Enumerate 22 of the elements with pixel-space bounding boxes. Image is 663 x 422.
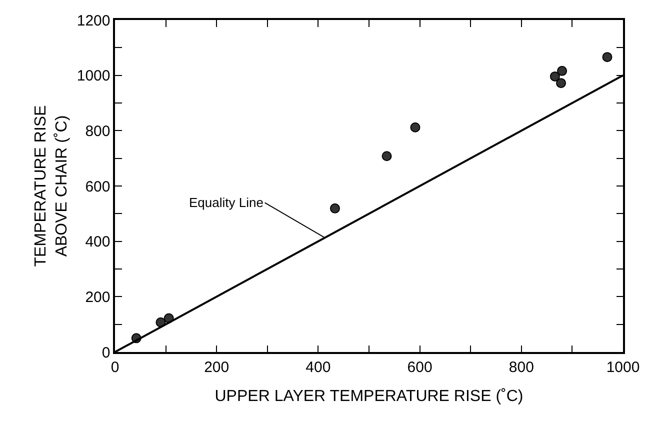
- y-tick-label: 1200: [76, 12, 110, 30]
- point: [410, 122, 420, 132]
- y-tick-label: 400: [85, 234, 110, 251]
- point: [602, 52, 612, 62]
- annotation: Equality Line: [189, 195, 264, 210]
- y-tick-label: 1000: [76, 68, 110, 85]
- x-tick-label: 400: [306, 358, 331, 376]
- y-tick-label: 200: [85, 288, 110, 306]
- x-tick-label: 200: [204, 358, 230, 376]
- x-tick-label: 800: [508, 358, 534, 376]
- point: [330, 203, 340, 214]
- x-tick-label: 1000: [606, 358, 640, 376]
- x-tick-label: 600: [407, 358, 432, 376]
- y-axis-title: TEMPERATURE RISE ABOVE CHAIR (˚C): [32, 105, 70, 267]
- x-axis-title: UPPER LAYER TEMPERATURE RISE (˚C): [214, 388, 524, 405]
- point: [556, 78, 566, 88]
- y-tick-label: 600: [85, 178, 110, 196]
- y-tick-label: 0: [102, 344, 110, 362]
- point: [382, 151, 392, 162]
- point: [557, 66, 568, 76]
- y-tick-label: 800: [85, 122, 110, 140]
- point: [550, 71, 560, 82]
